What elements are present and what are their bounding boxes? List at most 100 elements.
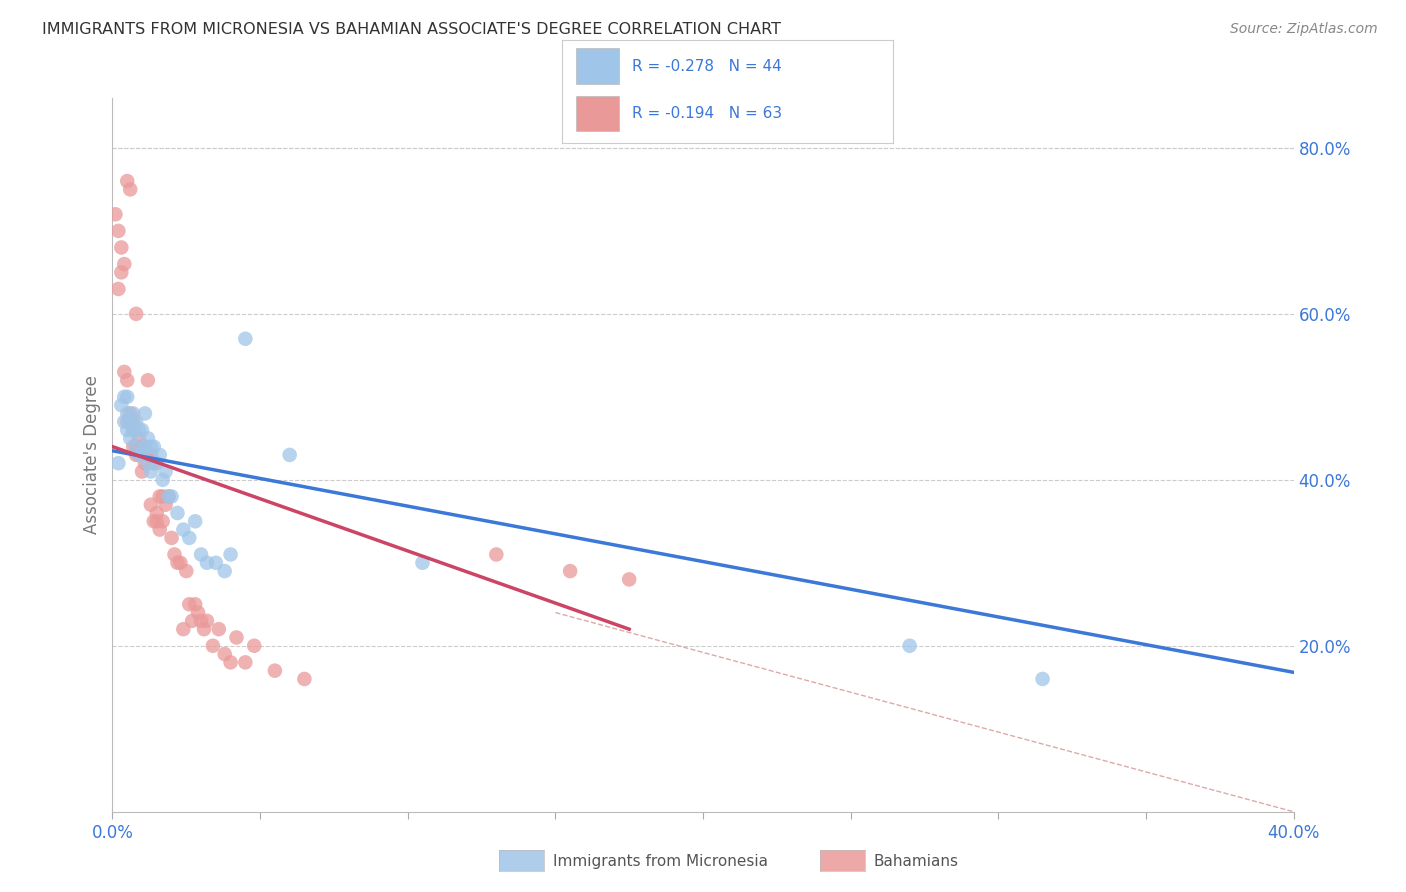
Point	[134, 440, 156, 454]
Point	[184, 597, 207, 611]
Point	[157, 490, 180, 504]
Point	[214, 647, 236, 661]
Point	[190, 548, 212, 562]
Text: Source: ZipAtlas.com: Source: ZipAtlas.com	[1230, 22, 1378, 37]
Point	[278, 448, 301, 462]
Point	[146, 506, 169, 520]
Point	[107, 282, 129, 296]
Point	[179, 597, 201, 611]
Point	[619, 573, 641, 587]
Point	[131, 440, 153, 454]
Point	[201, 639, 224, 653]
Point	[139, 498, 162, 512]
Point	[136, 448, 159, 462]
Point	[125, 440, 148, 454]
Point	[110, 398, 132, 412]
Point	[152, 514, 174, 528]
Point	[146, 514, 169, 528]
Point	[155, 498, 177, 512]
Text: R = -0.194   N = 63: R = -0.194 N = 63	[631, 106, 782, 121]
Point	[134, 456, 156, 470]
Point	[411, 556, 433, 570]
Point	[155, 465, 177, 479]
Point	[142, 456, 165, 470]
Point	[179, 531, 201, 545]
Bar	[575, 48, 619, 84]
Point	[146, 456, 169, 470]
Point	[122, 415, 145, 429]
Point	[485, 548, 508, 562]
Point	[898, 639, 921, 653]
Point	[117, 406, 138, 420]
Point	[139, 465, 162, 479]
Point	[172, 523, 194, 537]
Text: IMMIGRANTS FROM MICRONESIA VS BAHAMIAN ASSOCIATE'S DEGREE CORRELATION CHART: IMMIGRANTS FROM MICRONESIA VS BAHAMIAN A…	[42, 22, 782, 37]
Point	[149, 523, 172, 537]
Point	[1032, 672, 1054, 686]
Point	[190, 614, 212, 628]
Point	[219, 548, 242, 562]
Point	[131, 423, 153, 437]
Point	[193, 622, 215, 636]
Point	[214, 564, 236, 578]
Point	[181, 614, 204, 628]
Point	[149, 490, 172, 504]
Point	[187, 606, 209, 620]
Point	[166, 556, 188, 570]
Point	[174, 564, 197, 578]
Point	[139, 448, 162, 462]
Point	[139, 440, 162, 454]
Point	[128, 448, 150, 462]
Point	[134, 440, 156, 454]
Point	[120, 406, 142, 420]
Point	[233, 332, 256, 346]
Text: Immigrants from Micronesia: Immigrants from Micronesia	[553, 855, 768, 869]
Point	[131, 448, 153, 462]
Point	[195, 556, 218, 570]
Point	[125, 448, 148, 462]
Point	[117, 390, 138, 404]
Point	[152, 473, 174, 487]
Point	[136, 456, 159, 470]
Point	[112, 365, 135, 379]
Point	[169, 556, 191, 570]
Point	[107, 224, 129, 238]
Point	[160, 531, 183, 545]
Point	[120, 415, 142, 429]
Point	[117, 174, 138, 188]
Point	[110, 265, 132, 279]
Point	[243, 639, 266, 653]
Text: Bahamians: Bahamians	[873, 855, 957, 869]
Point	[205, 556, 228, 570]
Point	[157, 490, 180, 504]
Point	[142, 514, 165, 528]
Point	[128, 423, 150, 437]
Text: R = -0.278   N = 44: R = -0.278 N = 44	[631, 59, 782, 74]
Point	[125, 440, 148, 454]
Point	[122, 406, 145, 420]
Point	[122, 440, 145, 454]
Point	[264, 664, 287, 678]
Point	[292, 672, 315, 686]
Point	[122, 423, 145, 437]
Point	[163, 548, 186, 562]
Point	[142, 440, 165, 454]
Point	[184, 514, 207, 528]
Point	[219, 656, 242, 670]
Point	[120, 431, 142, 445]
Point	[104, 207, 127, 221]
Point	[172, 622, 194, 636]
Point	[110, 240, 132, 254]
Point	[125, 415, 148, 429]
Point	[558, 564, 582, 578]
Point	[136, 373, 159, 387]
Point	[128, 448, 150, 462]
Point	[120, 182, 142, 196]
Point	[233, 656, 256, 670]
Point	[152, 490, 174, 504]
Point	[112, 415, 135, 429]
Point	[122, 423, 145, 437]
Point	[195, 614, 218, 628]
Point	[117, 415, 138, 429]
Point	[134, 406, 156, 420]
